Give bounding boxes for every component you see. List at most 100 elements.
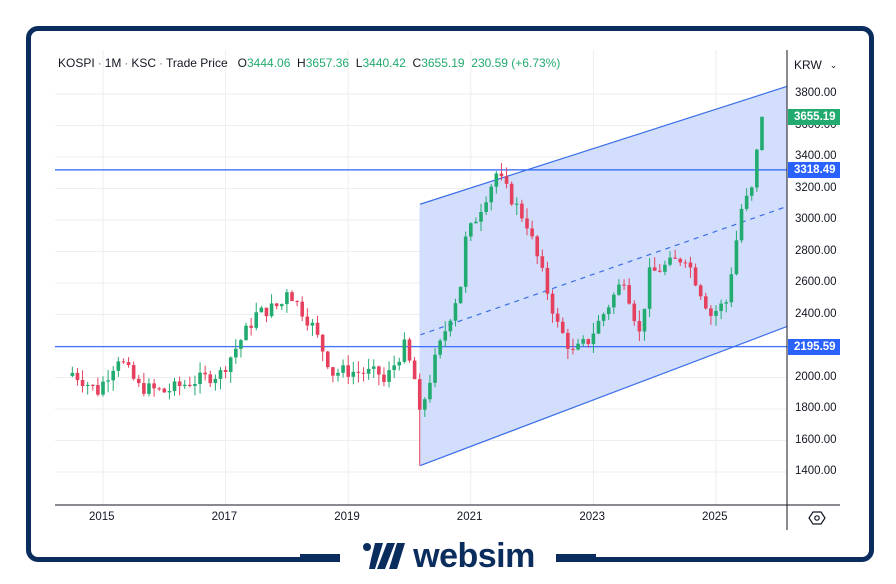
candle-body [177,381,182,387]
candle-body [520,203,524,219]
candle-body [126,362,131,366]
candle-body [560,321,565,333]
chevron-down-icon: ⌄ [829,59,838,70]
candle-body [540,256,545,268]
candle-body [612,294,616,308]
candle-body [121,361,126,363]
candle-body [152,383,156,389]
candle-body [157,388,161,390]
legend-change: 230.59 (+6.73%) [471,56,561,70]
legend-separator: · [97,56,102,70]
legend-price-type: Trade Price [166,56,228,70]
candle-body [749,187,754,196]
price-axis-tick: 3800.00 [795,87,837,99]
candle-body [622,284,626,286]
candle-body [494,173,499,187]
candle-body [315,322,320,335]
candle-body [239,340,243,349]
candle-body [663,264,667,272]
time-axis-tick: 2017 [211,511,238,523]
candle-body [509,183,514,205]
candle-body [591,333,596,344]
candle-body [131,365,136,379]
time-axis-tick: 2025 [702,511,728,523]
candle-body [760,116,764,151]
candle-body [469,223,473,237]
time-axis-tick: 2015 [89,511,115,523]
price-axis-tick: 1800.00 [795,402,837,414]
currency-value: KRW [794,58,822,72]
candle-body [734,240,739,275]
candle-body [642,308,647,332]
candle-body [474,221,478,224]
candle-body [341,365,345,373]
candle-body [249,325,253,328]
legend-open-label: O [237,56,247,70]
candle-body [637,321,642,332]
candle-body [325,351,330,368]
candle-body [228,357,233,372]
hline-lower-price-badge: 2195.59 [788,338,840,355]
candle-body [351,371,356,377]
legend-separator: · [159,56,164,70]
candle-body [259,307,264,313]
candle-body [428,382,432,400]
candle-body [499,173,504,177]
legend-symbol: KOSPI [58,56,95,70]
candle-body [668,257,672,265]
candle-body [617,284,621,295]
candle-body [392,365,396,371]
candle-body [693,267,698,286]
candle-body [310,322,315,326]
candle-body [652,267,657,271]
candle-body [489,186,494,203]
candle-body [566,332,570,349]
legend-interval: 1M [104,56,122,70]
candle-body [162,388,167,393]
candle-body [218,370,223,379]
candle-body [198,372,202,385]
candle-body [234,348,238,358]
currency-selector[interactable]: KRW ⌄ [790,54,838,76]
candle-body [269,303,274,317]
candle-body [80,380,85,386]
price-axis-tick: 3000.00 [795,213,837,225]
candle-body [147,383,151,394]
candle-body [571,348,575,350]
candle-body [300,301,305,317]
candle-body [443,331,448,341]
candle-body [387,370,391,382]
price-axis-tick: 2800.00 [795,244,837,257]
legend-high-value: 3657.36 [305,56,350,70]
candle-body [346,365,350,377]
candle-body [479,211,483,222]
candle-body [525,218,529,229]
candle-body [601,314,606,321]
candle-body [458,286,463,304]
candle-body [709,308,713,316]
candle-body [366,368,371,374]
price-axis-tick: 1600.00 [795,433,837,446]
candle-body [75,372,80,381]
candle-body [377,366,381,375]
websim-logo: websim [340,534,556,578]
candle-body [463,236,468,287]
last-price-badge: 3655.19 [788,108,840,125]
legend-close-label: C [412,56,422,70]
candle-body [70,372,75,376]
brand-divider-left [300,554,344,559]
candle-body [101,381,105,395]
candle-body [142,383,146,394]
price-axis-tick: 1400.00 [795,465,837,477]
candle-body [203,372,207,375]
chart-settings-icon[interactable] [808,509,826,527]
candle-body [371,366,376,369]
candle-body [285,292,289,305]
candle-body [90,384,95,386]
candle-body [274,303,279,307]
candle-body [167,391,172,393]
legend-separator: · [124,56,129,70]
candle-body [729,274,734,303]
candle-body [244,325,248,341]
